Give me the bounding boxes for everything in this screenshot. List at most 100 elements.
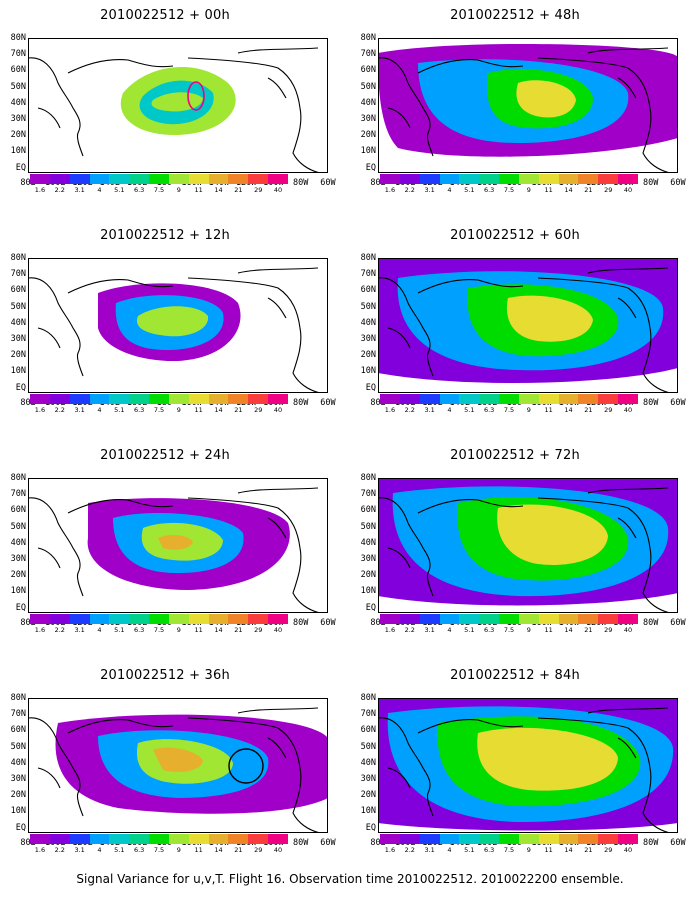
colorbar-tick-label: 1.6 xyxy=(384,406,396,414)
colorbar-tick-label: 11 xyxy=(544,626,553,634)
colorbar-swatch xyxy=(49,174,70,184)
colorbar-tick-label: 11 xyxy=(544,846,553,854)
lat-tick-label: 10N xyxy=(10,806,26,817)
colorbar-tick-label: 14 xyxy=(564,406,573,414)
colorbar-swatch xyxy=(168,834,189,844)
variance-contour xyxy=(516,80,576,118)
lon-tick-label: 80E xyxy=(370,178,386,188)
colorbar-swatch xyxy=(168,394,189,404)
colorbar-swatch xyxy=(578,394,599,404)
lat-tick-label: 40N xyxy=(10,757,26,768)
colorbar xyxy=(30,394,288,404)
map-frame xyxy=(28,258,328,393)
colorbar-tick-label: 5.1 xyxy=(464,846,475,854)
lat-tick-label: 40N xyxy=(360,97,376,108)
lat-tick-label: 80N xyxy=(360,473,376,483)
colorbar-swatch xyxy=(618,834,638,844)
colorbar-swatch xyxy=(538,614,559,624)
colorbar-swatch xyxy=(399,174,420,184)
coastline xyxy=(28,707,321,833)
colorbar-swatch xyxy=(399,394,420,404)
colorbar-swatch xyxy=(149,614,169,624)
colorbar-swatch xyxy=(129,394,150,404)
lat-tick-label: 40N xyxy=(10,97,26,108)
lat-tick-label: EQ xyxy=(15,822,26,833)
colorbar-swatch xyxy=(149,174,169,184)
map-canvas xyxy=(378,38,678,173)
coastline xyxy=(378,267,671,393)
lat-tick-label: 70N xyxy=(10,489,26,500)
coastline xyxy=(378,487,671,613)
colorbar-tick-label: 40 xyxy=(273,186,283,194)
colorbar-swatch xyxy=(69,834,90,844)
colorbar-tick-label: 5.1 xyxy=(114,186,125,194)
colorbar-swatch xyxy=(499,834,519,844)
colorbar-tick-label: 21 xyxy=(234,626,243,634)
colorbar-tick-label: 29 xyxy=(254,846,263,854)
lon-tick-label: 80W xyxy=(293,398,309,408)
colorbar-swatch xyxy=(578,174,599,184)
colorbar-swatch xyxy=(598,834,619,844)
panel-title: 2010022512 + 00h xyxy=(100,8,230,23)
colorbar-labels: 1.6 2.2 3.1 4 5.1 6.3 7.5 9 11 14 21 29 40 xyxy=(380,626,638,636)
colorbar-swatch xyxy=(479,614,500,624)
colorbar-tick-label: 11 xyxy=(194,186,203,194)
colorbar-tick-label: 5.1 xyxy=(464,406,475,414)
map-frame xyxy=(378,478,678,613)
colorbar-swatch xyxy=(399,614,420,624)
map-panel-p84: 2010022512 + 84h 80N 70N 60N 50N 40N 30N 20N 10N… xyxy=(350,668,686,888)
lat-tick-label: EQ xyxy=(365,822,376,833)
colorbar-swatch xyxy=(248,834,269,844)
colorbar-tick-label: 14 xyxy=(564,626,573,634)
lon-tick-label: 80E xyxy=(370,618,386,628)
map-frame xyxy=(28,478,328,613)
lon-tick-label: 80W xyxy=(293,838,309,848)
lat-tick-label: 40N xyxy=(10,317,26,328)
lat-tick-label: 80N xyxy=(10,473,26,483)
colorbar-swatch xyxy=(518,614,539,624)
colorbar-tick-label: 29 xyxy=(604,186,613,194)
colorbar-swatch xyxy=(518,834,539,844)
highlight-circle xyxy=(228,748,264,784)
colorbar-swatch xyxy=(208,614,229,624)
colorbar-swatch xyxy=(49,834,70,844)
colorbar-swatch xyxy=(268,614,288,624)
colorbar-tick-label: 29 xyxy=(254,406,263,414)
colorbar-tick-label: 29 xyxy=(254,186,263,194)
lon-tick-label: 80E xyxy=(370,838,386,848)
colorbar-tick-label: 6.3 xyxy=(133,186,145,194)
colorbar-swatch xyxy=(380,834,400,844)
colorbar-tick-label: 21 xyxy=(234,186,243,194)
colorbar-tick-label: 29 xyxy=(604,406,613,414)
colorbar-swatch xyxy=(129,174,150,184)
colorbar-swatch xyxy=(188,834,209,844)
colorbar-tick-label: 5.1 xyxy=(114,406,125,414)
panel-title: 2010022512 + 36h xyxy=(100,668,230,683)
colorbar-tick-label: 21 xyxy=(584,626,593,634)
colorbar-swatch xyxy=(109,174,130,184)
colorbar-swatch xyxy=(228,834,249,844)
colorbar-tick-label: 14 xyxy=(214,186,223,194)
colorbar-tick-label: 40 xyxy=(623,846,633,854)
colorbar-tick-label: 1.6 xyxy=(384,626,396,634)
colorbar xyxy=(380,614,638,624)
colorbar-tick-label: 3.1 xyxy=(74,186,85,194)
colorbar-swatch xyxy=(248,614,269,624)
lat-tick-label: 60N xyxy=(360,65,376,76)
lat-tick-label: 10N xyxy=(10,146,26,157)
colorbar-tick-label: 11 xyxy=(194,846,203,854)
lat-tick-label: 60N xyxy=(360,725,376,736)
variance-contour xyxy=(153,747,203,772)
colorbar-tick-label: 5.1 xyxy=(464,626,475,634)
colorbar-tick-label: 40 xyxy=(623,406,633,414)
lon-tick-label: 80W xyxy=(293,178,309,188)
colorbar-tick-label: 4 xyxy=(97,406,102,414)
lat-tick-label: 50N xyxy=(360,81,376,92)
colorbar-tick-label: 4 xyxy=(97,626,102,634)
lon-tick-label: 80E xyxy=(20,178,36,188)
map-plot: 80N70N60N50N40N30N20N10NEQ80E100E120E140… xyxy=(11,693,336,848)
panel-title: 2010022512 + 60h xyxy=(450,228,580,243)
colorbar-swatch xyxy=(399,834,420,844)
panel-title: 2010022512 + 84h xyxy=(450,668,580,683)
colorbar-swatch xyxy=(499,174,519,184)
